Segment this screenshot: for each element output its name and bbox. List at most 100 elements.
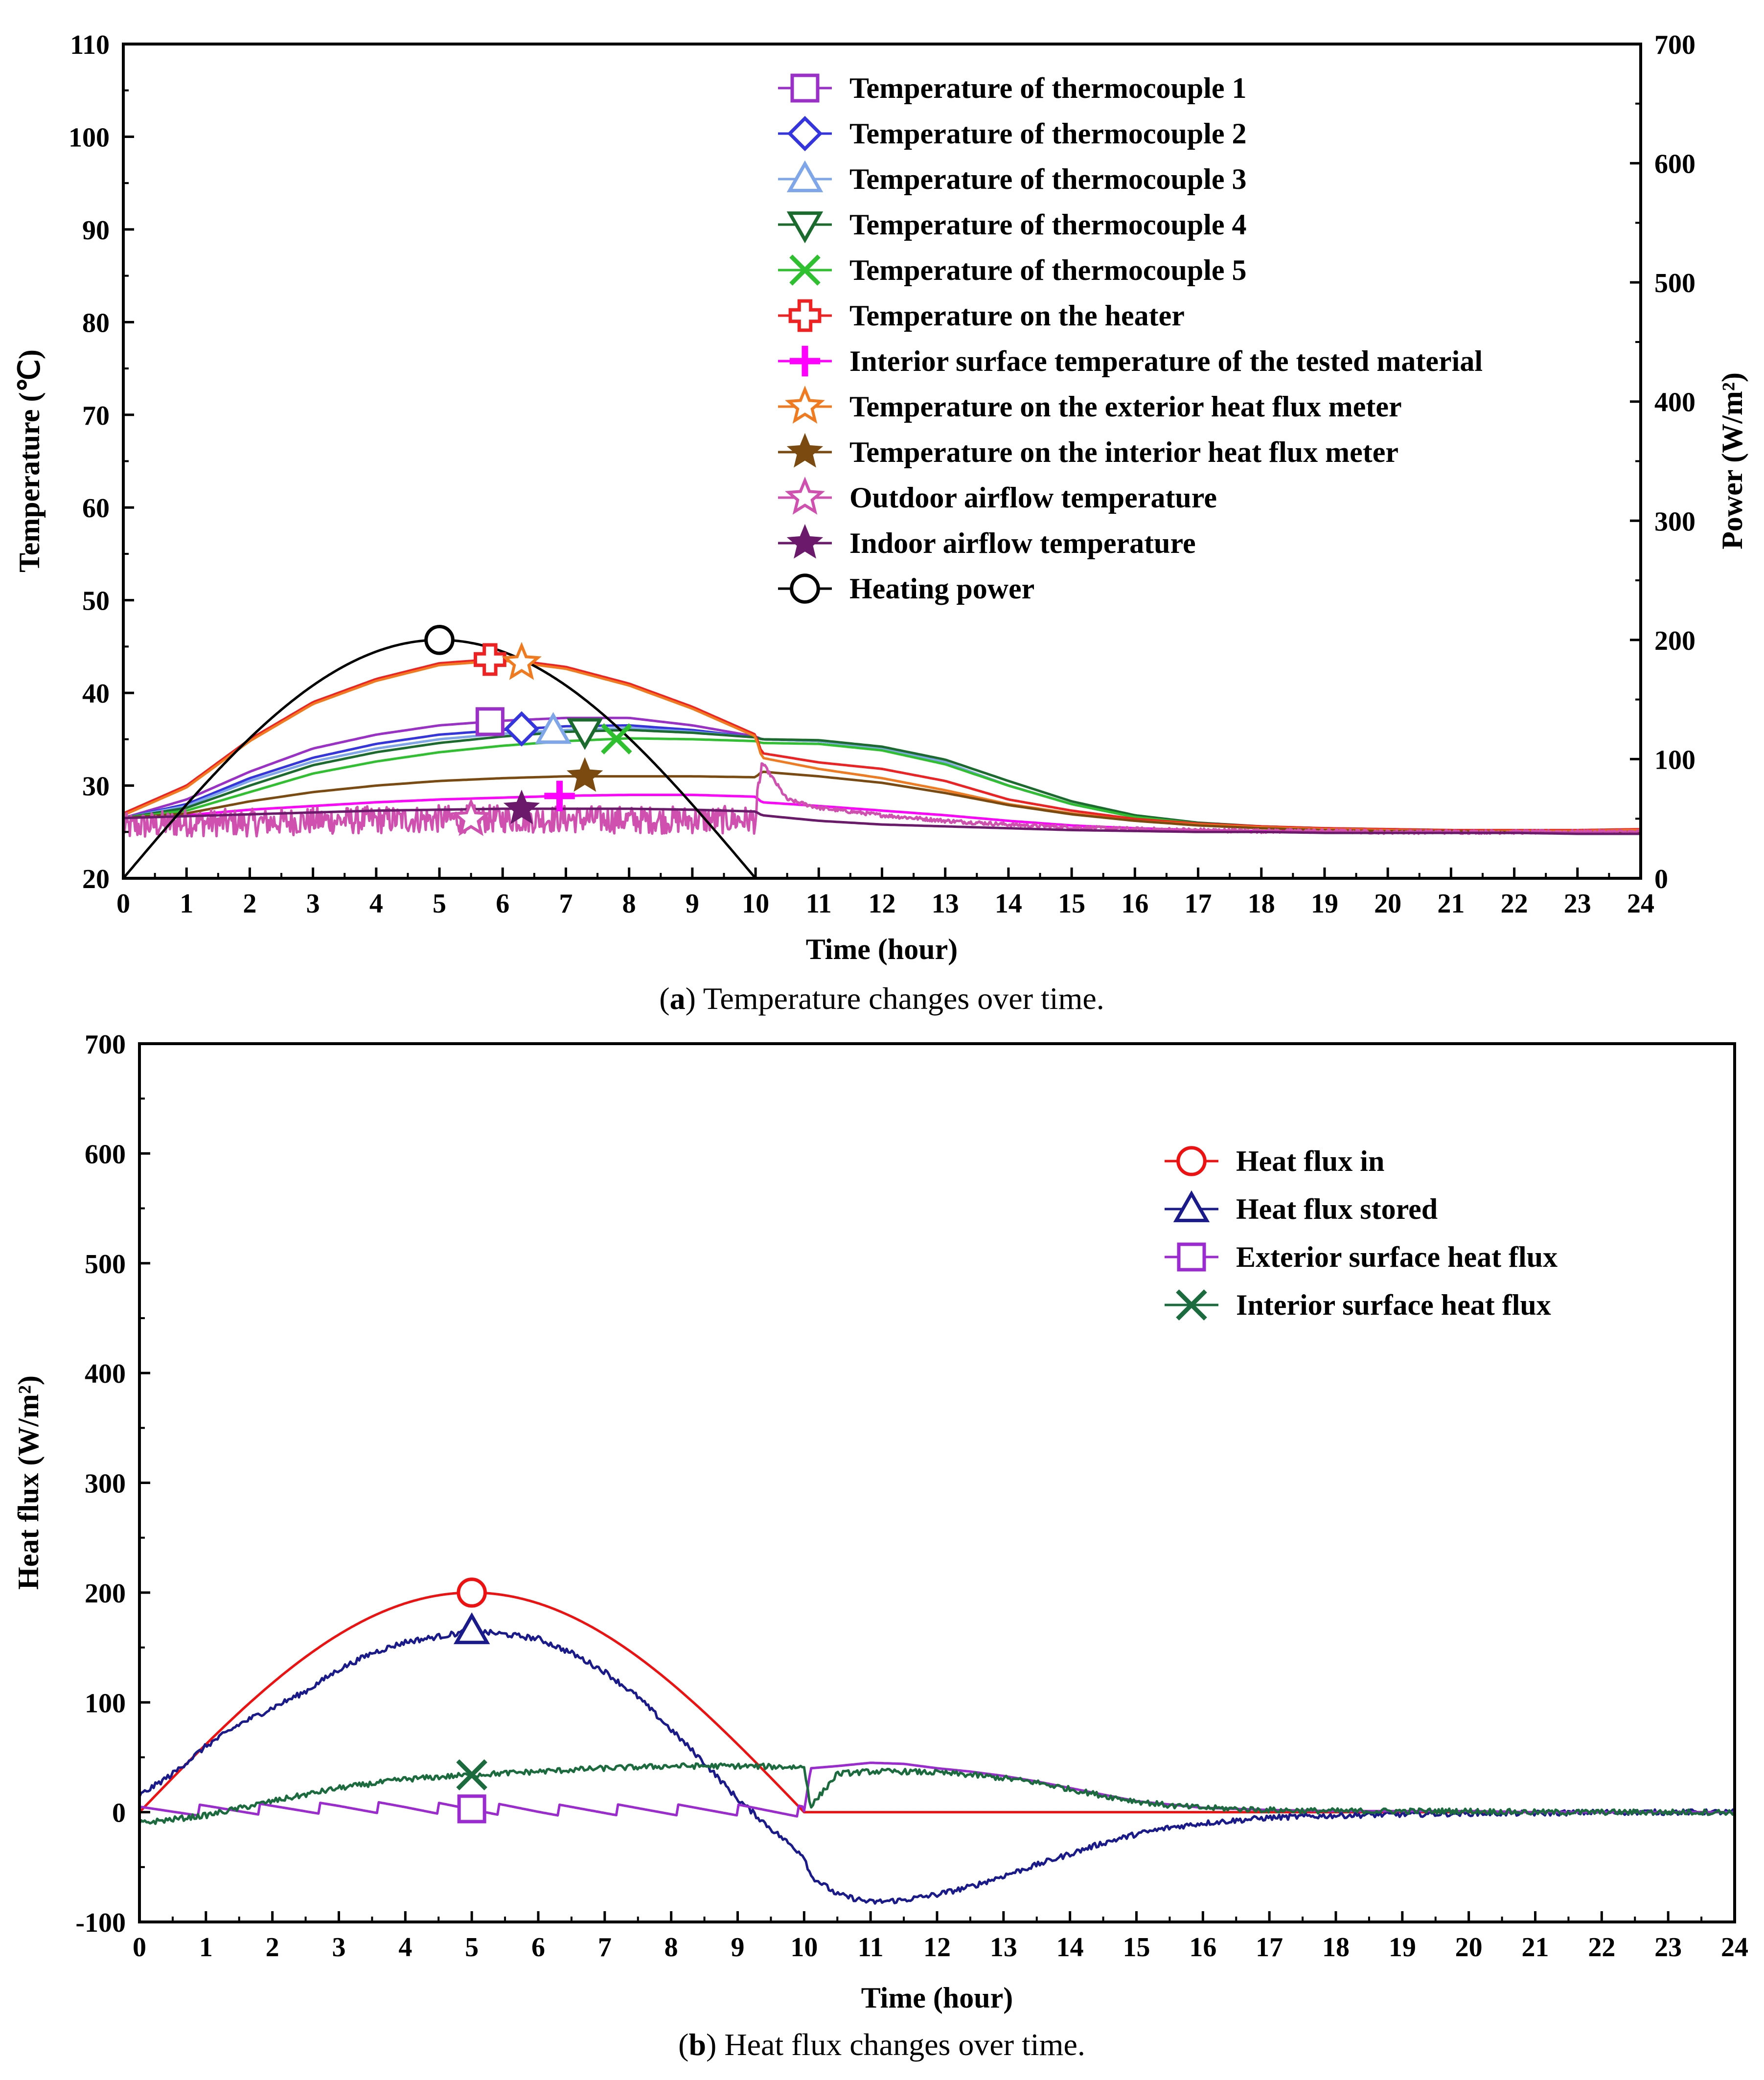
a-legend-marker-temperature-of-thermocouple-3 (786, 160, 824, 192)
a-series-marker-temperature-of-thermocouple-1 (475, 707, 504, 736)
a-xtick-label: 16 (1121, 889, 1148, 919)
a-xtick-label: 14 (995, 889, 1022, 919)
panel-b-caption-text: Heat flux changes over time. (724, 2027, 1085, 2062)
b-ytick-label: 300 (85, 1469, 126, 1499)
a-legend-marker-temperature-of-thermocouple-1 (790, 73, 820, 103)
a-legend-label-temperature-on-the-heater: Temperature on the heater (849, 299, 1185, 332)
a-ytick-right-label: 200 (1654, 626, 1695, 656)
a-ytick-label: 110 (70, 30, 110, 60)
panel-a-xlabel: Time (hour) (806, 933, 958, 965)
a-series-marker-outdoor-airflow-temperature (451, 798, 491, 836)
b-xtick-label: 12 (923, 1932, 951, 1963)
a-ytick-right-label: 600 (1654, 149, 1695, 180)
b-xtick-label: 16 (1189, 1932, 1216, 1963)
a-xtick-label: 2 (243, 889, 256, 919)
a-xtick-label: 9 (686, 889, 699, 919)
panel-a-caption-letter: a (670, 981, 686, 1016)
a-ytick-label: 20 (82, 864, 110, 894)
panel-b-markers (453, 1577, 490, 1824)
a-legend-label-temperature-of-thermocouple-5: Temperature of thermocouple 5 (849, 254, 1247, 286)
a-legend-label-temperature-on-the-exterior-heat-flux-meter: Temperature on the exterior heat flux me… (849, 390, 1402, 423)
a-legend-marker-temperature-on-the-interior-heat-flux-meter (786, 433, 824, 468)
panel-a-legend: Temperature of thermocouple 1 Temperature… (778, 72, 1483, 605)
b-xtick-label: 1 (199, 1932, 213, 1963)
a-xtick-label: 22 (1501, 889, 1528, 919)
a-legend-label-heating-power: Heating power (849, 572, 1034, 605)
b-xtick-label: 19 (1389, 1932, 1416, 1963)
b-xtick-label: 6 (531, 1932, 545, 1963)
a-xtick-label: 21 (1437, 889, 1465, 919)
panel-a-ylabel-right: Power (W/m²) (1716, 372, 1748, 549)
a-series-marker-temperature-of-thermocouple-5 (601, 723, 632, 754)
b-xtick-label: 5 (465, 1932, 479, 1963)
b-xtick-label: 21 (1522, 1932, 1549, 1963)
b-ytick-label: 400 (85, 1359, 126, 1389)
a-legend-marker-outdoor-airflow-temperature (785, 476, 825, 515)
b-series-marker-heat-flux-stored (453, 1612, 490, 1645)
a-ytick-right-label: 300 (1654, 506, 1695, 537)
a-legend-marker-heating-power (790, 573, 820, 604)
b-xtick-label: 10 (790, 1932, 818, 1963)
b-legend-label-interior-surface-heat-flux: Interior surface heat flux (1236, 1289, 1551, 1321)
a-xtick-label: 6 (496, 889, 509, 919)
b-legend-marker-interior-surface-heat-flux (1176, 1289, 1207, 1321)
b-series-marker-heat-flux-in (457, 1577, 487, 1608)
a-legend-label-temperature-of-thermocouple-4: Temperature of thermocouple 4 (849, 208, 1247, 241)
a-legend-marker-temperature-on-the-exterior-heat-flux-meter (785, 385, 825, 424)
panel-a-markers (424, 625, 632, 836)
panel-b-series-layer (139, 1591, 1735, 1905)
a-ytick-label: 60 (82, 493, 110, 524)
a-series-marker-temperature-on-the-heater (474, 643, 506, 676)
b-xtick-label: 2 (266, 1932, 279, 1963)
panel-b-ylabel: Heat flux (W/m²) (12, 1375, 45, 1590)
a-xtick-label: 20 (1374, 889, 1401, 919)
b-xtick-label: 0 (133, 1932, 146, 1963)
a-ytick-right-label: 400 (1654, 388, 1695, 418)
b-ytick-label: -100 (75, 1908, 126, 1938)
b-xtick-label: 17 (1256, 1932, 1283, 1963)
b-xtick-label: 18 (1322, 1932, 1350, 1963)
panel-b-legend: Heat flux in Heat flux stored Exterior sur… (1165, 1145, 1558, 1321)
b-legend-marker-exterior-surface-heat-flux (1177, 1242, 1206, 1272)
b-ytick-label: 600 (85, 1139, 126, 1169)
b-ytick-label: 0 (112, 1798, 126, 1829)
b-ytick-label: 500 (85, 1249, 126, 1280)
b-xtick-label: 22 (1588, 1932, 1615, 1963)
b-xtick-label: 20 (1455, 1932, 1483, 1963)
a-xtick-label: 12 (869, 889, 896, 919)
panel-a-caption-text: Temperature changes over time. (703, 981, 1104, 1016)
a-legend-label-outdoor-airflow-temperature: Outdoor airflow temperature (849, 481, 1217, 514)
panel-b-xlabel: Time (hour) (861, 1982, 1013, 2014)
a-legend-label-temperature-of-thermocouple-3: Temperature of thermocouple 3 (849, 163, 1247, 195)
a-legend-label-interior-surface-temperature-of-the-tested-material: Interior surface temperature of the test… (849, 345, 1483, 377)
b-xtick-label: 7 (598, 1932, 612, 1963)
a-legend-marker-temperature-of-thermocouple-4 (786, 211, 824, 244)
a-xtick-label: 8 (622, 889, 636, 919)
a-ytick-label: 100 (69, 122, 110, 153)
b-series-marker-interior-surface-heat-flux (456, 1759, 487, 1791)
b-xtick-label: 9 (731, 1932, 745, 1963)
b-legend-label-heat-flux-in: Heat flux in (1236, 1145, 1384, 1177)
a-xtick-label: 15 (1058, 889, 1085, 919)
panel-a-caption: (a) Temperature changes over time. (659, 981, 1104, 1016)
b-xtick-label: 23 (1654, 1932, 1682, 1963)
b-series-marker-exterior-surface-heat-flux (457, 1794, 486, 1824)
a-xtick-label: 19 (1311, 889, 1338, 919)
a-xtick-label: 5 (433, 889, 446, 919)
a-ytick-label: 50 (82, 586, 110, 617)
b-xtick-label: 15 (1123, 1932, 1150, 1963)
a-legend-label-temperature-of-thermocouple-1: Temperature of thermocouple 1 (849, 72, 1247, 104)
a-series-marker-heating-power (424, 625, 455, 655)
a-series-line-indoor-airflow-temperature (123, 807, 1641, 835)
a-series-marker-indoor-airflow-temperature (503, 789, 540, 824)
b-ytick-label: 700 (85, 1029, 126, 1060)
b-legend-label-exterior-surface-heat-flux: Exterior surface heat flux (1236, 1241, 1558, 1273)
a-legend-marker-interior-surface-temperature-of-the-tested-material (789, 345, 821, 377)
a-xtick-label: 0 (116, 889, 130, 919)
a-series-marker-temperature-on-the-exterior-heat-flux-meter (502, 641, 542, 680)
b-legend-label-heat-flux-stored: Heat flux stored (1236, 1193, 1438, 1225)
a-ytick-label: 30 (82, 772, 110, 802)
a-series-marker-temperature-of-thermocouple-2 (504, 711, 540, 747)
a-ytick-label: 40 (82, 679, 110, 709)
